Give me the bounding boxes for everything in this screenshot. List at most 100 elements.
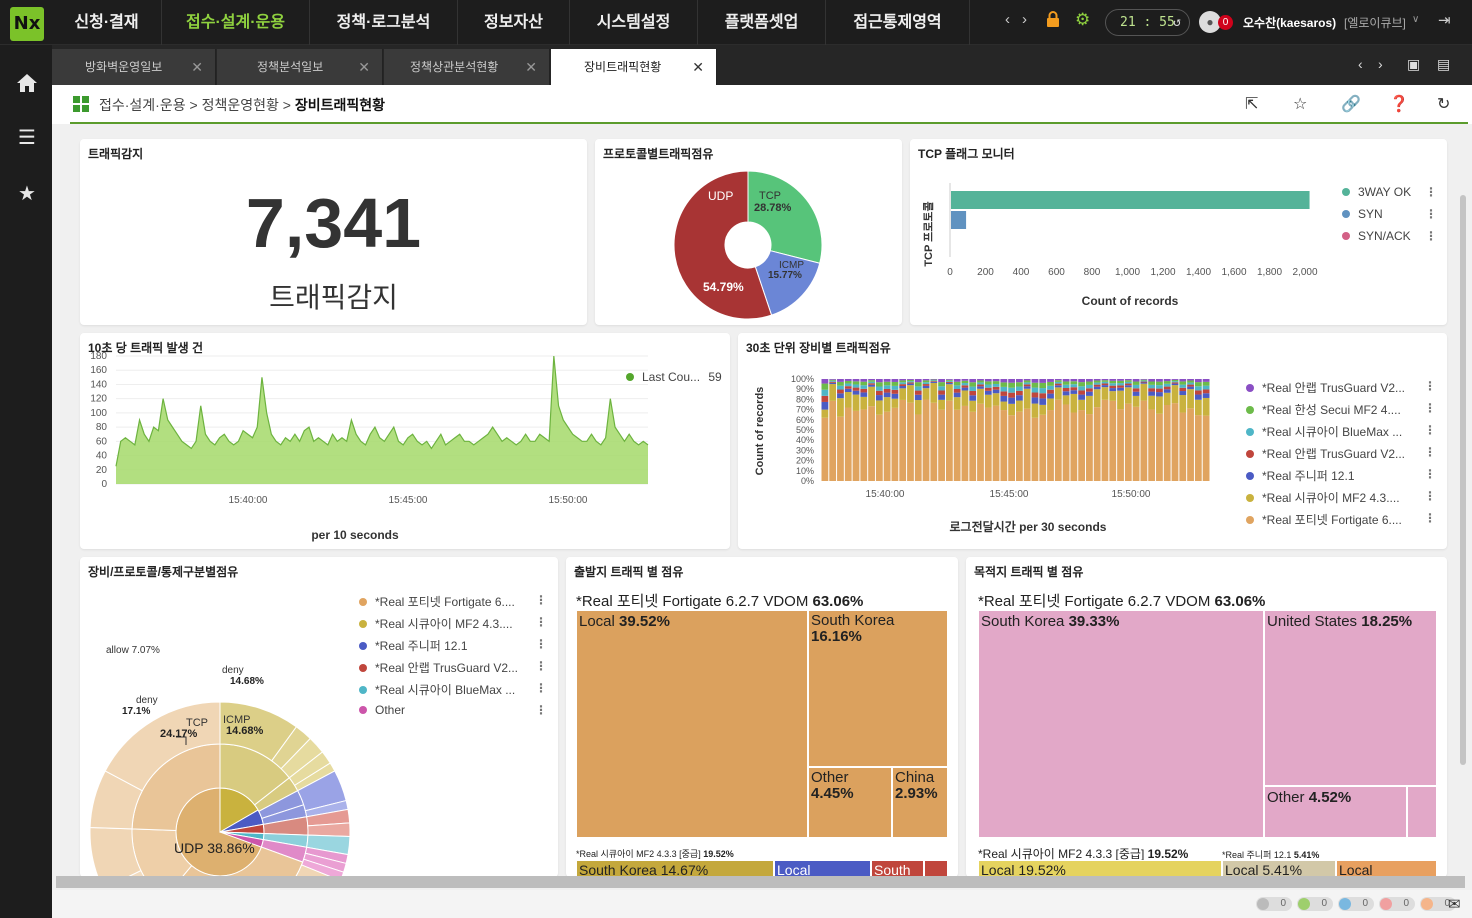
chevron-right-icon[interactable]: › [1022,11,1027,28]
horizontal-scrollbar[interactable] [56,876,1465,888]
more-options-icon[interactable]: ⋮ [535,659,547,673]
legend-device-5[interactable]: *Real 시큐아이 MF2 4.3.... [1246,489,1400,506]
dst-cell-united-states[interactable]: United States 18.25% [1264,610,1437,786]
more-options-icon[interactable]: ⋮ [1425,185,1437,199]
legend-syn[interactable]: SYN [1342,207,1383,221]
menu-request-approval[interactable]: 신청·결재 [52,0,162,45]
menu-policy-log-analysis[interactable]: 정책·로그분석 [310,0,458,45]
menu-receive-design-operate[interactable]: 접수·설계·운용 [162,0,310,45]
more-options-icon[interactable]: ⋮ [1424,379,1436,393]
chevron-down-icon[interactable]: ∨ [1412,14,1420,25]
src-sub-cell-local[interactable]: Local [774,860,871,877]
status-badge-green[interactable]: 0 [1297,897,1333,911]
close-icon[interactable]: ✕ [358,59,370,75]
session-timer[interactable]: 21 : 55 ↺ [1105,9,1190,36]
legend-device-0[interactable]: *Real 안랩 TrusGuard V2... [1246,379,1405,396]
status-badge-gray[interactable]: 0 [1256,897,1292,911]
src-sub-cell-south-korea[interactable]: South Korea 14.67% [576,860,774,877]
link-icon[interactable]: 🔗 [1341,96,1361,113]
per30-stacked-chart[interactable]: 100%90%80%70%60%50%40%30%20%10%0% 15:40:0… [738,333,1447,549]
src-cell-local[interactable]: Local 39.52% [576,610,808,838]
vertical-scrollbar[interactable] [1460,195,1466,765]
src-sub-cell-south[interactable]: South [871,860,924,877]
menu-access-control[interactable]: 접근통제영역 [826,0,970,45]
more-options-icon[interactable]: ⋮ [535,593,547,607]
notification-badge[interactable]: 0 [1218,15,1233,30]
star-icon[interactable]: ★ [18,183,36,205]
tabs-scroll-right-icon[interactable]: › [1378,56,1383,72]
legend-sunburst-4[interactable]: *Real 시큐아이 BlueMax ... [359,681,515,698]
list-icon[interactable]: ☰ [18,127,36,149]
tab-device-traffic[interactable]: 장비트래픽현황 ✕ [551,49,717,85]
refresh-timer-icon[interactable]: ↺ [1173,15,1181,30]
status-badge-blue[interactable]: 0 [1338,897,1374,911]
legend-device-4[interactable]: *Real 주니퍼 12.1 [1246,467,1355,484]
legend-last-count[interactable]: Last Cou... 59 [626,370,722,384]
tcp-flag-chart[interactable]: 0 200 400 600 800 1,000 1,200 1,400 1,600 1,800 2,… [910,139,1447,325]
legend-device-6[interactable]: *Real 포티넷 Fortigate 6.... [1246,511,1402,528]
legend-3way-ok[interactable]: 3WAY OK [1342,185,1411,199]
breadcrumb-level1[interactable]: 접수·설계·운용 [99,97,186,113]
home-icon[interactable] [16,73,38,95]
close-icon[interactable]: ✕ [191,59,203,75]
legend-sunburst-2[interactable]: *Real 주니퍼 12.1 [359,637,468,654]
more-options-icon[interactable]: ⋮ [1424,445,1436,459]
refresh-icon[interactable]: ↻ [1437,96,1451,113]
help-icon[interactable]: ❓ [1389,96,1409,113]
menu-platform-setup[interactable]: 플랫폼셋업 [698,0,826,45]
more-options-icon[interactable]: ⋮ [1424,489,1436,503]
tab-policy-correlation[interactable]: 정책상관분석현황 ✕ [384,49,550,85]
protocol-pie-chart[interactable] [595,139,902,325]
dst-sub-cell-local-2[interactable]: Local 5.41% [1222,860,1336,877]
tab-policy-daily[interactable]: 정책분석일보 ✕ [217,49,383,85]
chevron-left-icon[interactable]: ‹ [1005,11,1010,28]
src-sub-cell-extra[interactable] [924,860,948,877]
more-options-icon[interactable]: ⋮ [535,681,547,695]
tile-windows-icon[interactable]: ▣ [1407,56,1421,72]
status-badge-orange[interactable]: 0 [1420,897,1456,911]
logout-icon[interactable]: ⇥ [1438,12,1451,29]
dst-cell-small[interactable] [1407,786,1437,838]
collapse-icon[interactable]: ⇱ [1245,96,1259,113]
dst-sub-cell-local-3[interactable]: Local [1336,860,1437,877]
breadcrumb-level2[interactable]: 정책운영현황 [201,97,279,113]
status-badge-warning[interactable]: 0 [1379,897,1415,911]
tabs-scroll-left-icon[interactable]: ‹ [1358,56,1363,72]
close-icon[interactable]: ✕ [692,59,704,75]
legend-device-1[interactable]: *Real 한성 Secui MF2 4.... [1246,401,1401,418]
legend-sunburst-0[interactable]: *Real 포티넷 Fortigate 6.... [359,593,515,610]
avatar[interactable]: ● [1199,11,1221,33]
app-logo[interactable]: Nx [10,7,44,41]
per10-area-chart[interactable]: 180 160 140 120 100 80 60 40 20 0 15:40:00 15:45:00… [80,333,730,549]
gear-icon[interactable]: ⚙ [1075,10,1091,29]
more-options-icon[interactable]: ⋮ [1424,511,1436,525]
src-cell-other[interactable]: Other 4.45% [808,767,892,838]
menu-info-assets[interactable]: 정보자산 [458,0,570,45]
dst-sub-cell-local-1[interactable]: Local 19.52% [978,860,1222,877]
cascade-windows-icon[interactable]: ▤ [1437,56,1451,72]
close-icon[interactable]: ✕ [525,59,537,75]
more-options-icon[interactable]: ⋮ [535,703,547,717]
legend-sunburst-1[interactable]: *Real 시큐아이 MF2 4.3.... [359,615,513,632]
legend-device-2[interactable]: *Real 시큐아이 BlueMax ... [1246,423,1402,440]
more-options-icon[interactable]: ⋮ [1425,229,1437,243]
src-cell-china[interactable]: China 2.93% [892,767,948,838]
tab-firewall-daily[interactable]: 방화벽운영일보 ✕ [52,49,216,85]
legend-syn-ack[interactable]: SYN/ACK [1342,229,1411,243]
menu-system-settings[interactable]: 시스템설정 [570,0,698,45]
lock-icon[interactable] [1046,11,1060,31]
dst-cell-south-korea[interactable]: South Korea 39.33% [978,610,1264,838]
more-options-icon[interactable]: ⋮ [1424,423,1436,437]
src-cell-south-korea[interactable]: South Korea 16.16% [808,610,948,767]
user-name[interactable]: 오수찬(kaesaros) [1243,16,1337,30]
legend-sunburst-3[interactable]: *Real 안랩 TrusGuard V2... [359,659,518,676]
dst-cell-other[interactable]: Other 4.52% [1264,786,1407,838]
more-options-icon[interactable]: ⋮ [1424,401,1436,415]
legend-sunburst-5[interactable]: Other [359,703,405,717]
chat-icon[interactable]: ✉ [1448,896,1461,913]
more-options-icon[interactable]: ⋮ [535,637,547,651]
legend-device-3[interactable]: *Real 안랩 TrusGuard V2... [1246,445,1405,462]
more-options-icon[interactable]: ⋮ [1424,467,1436,481]
sunburst-chart[interactable] [80,557,558,877]
favorite-star-icon[interactable]: ☆ [1293,96,1308,113]
